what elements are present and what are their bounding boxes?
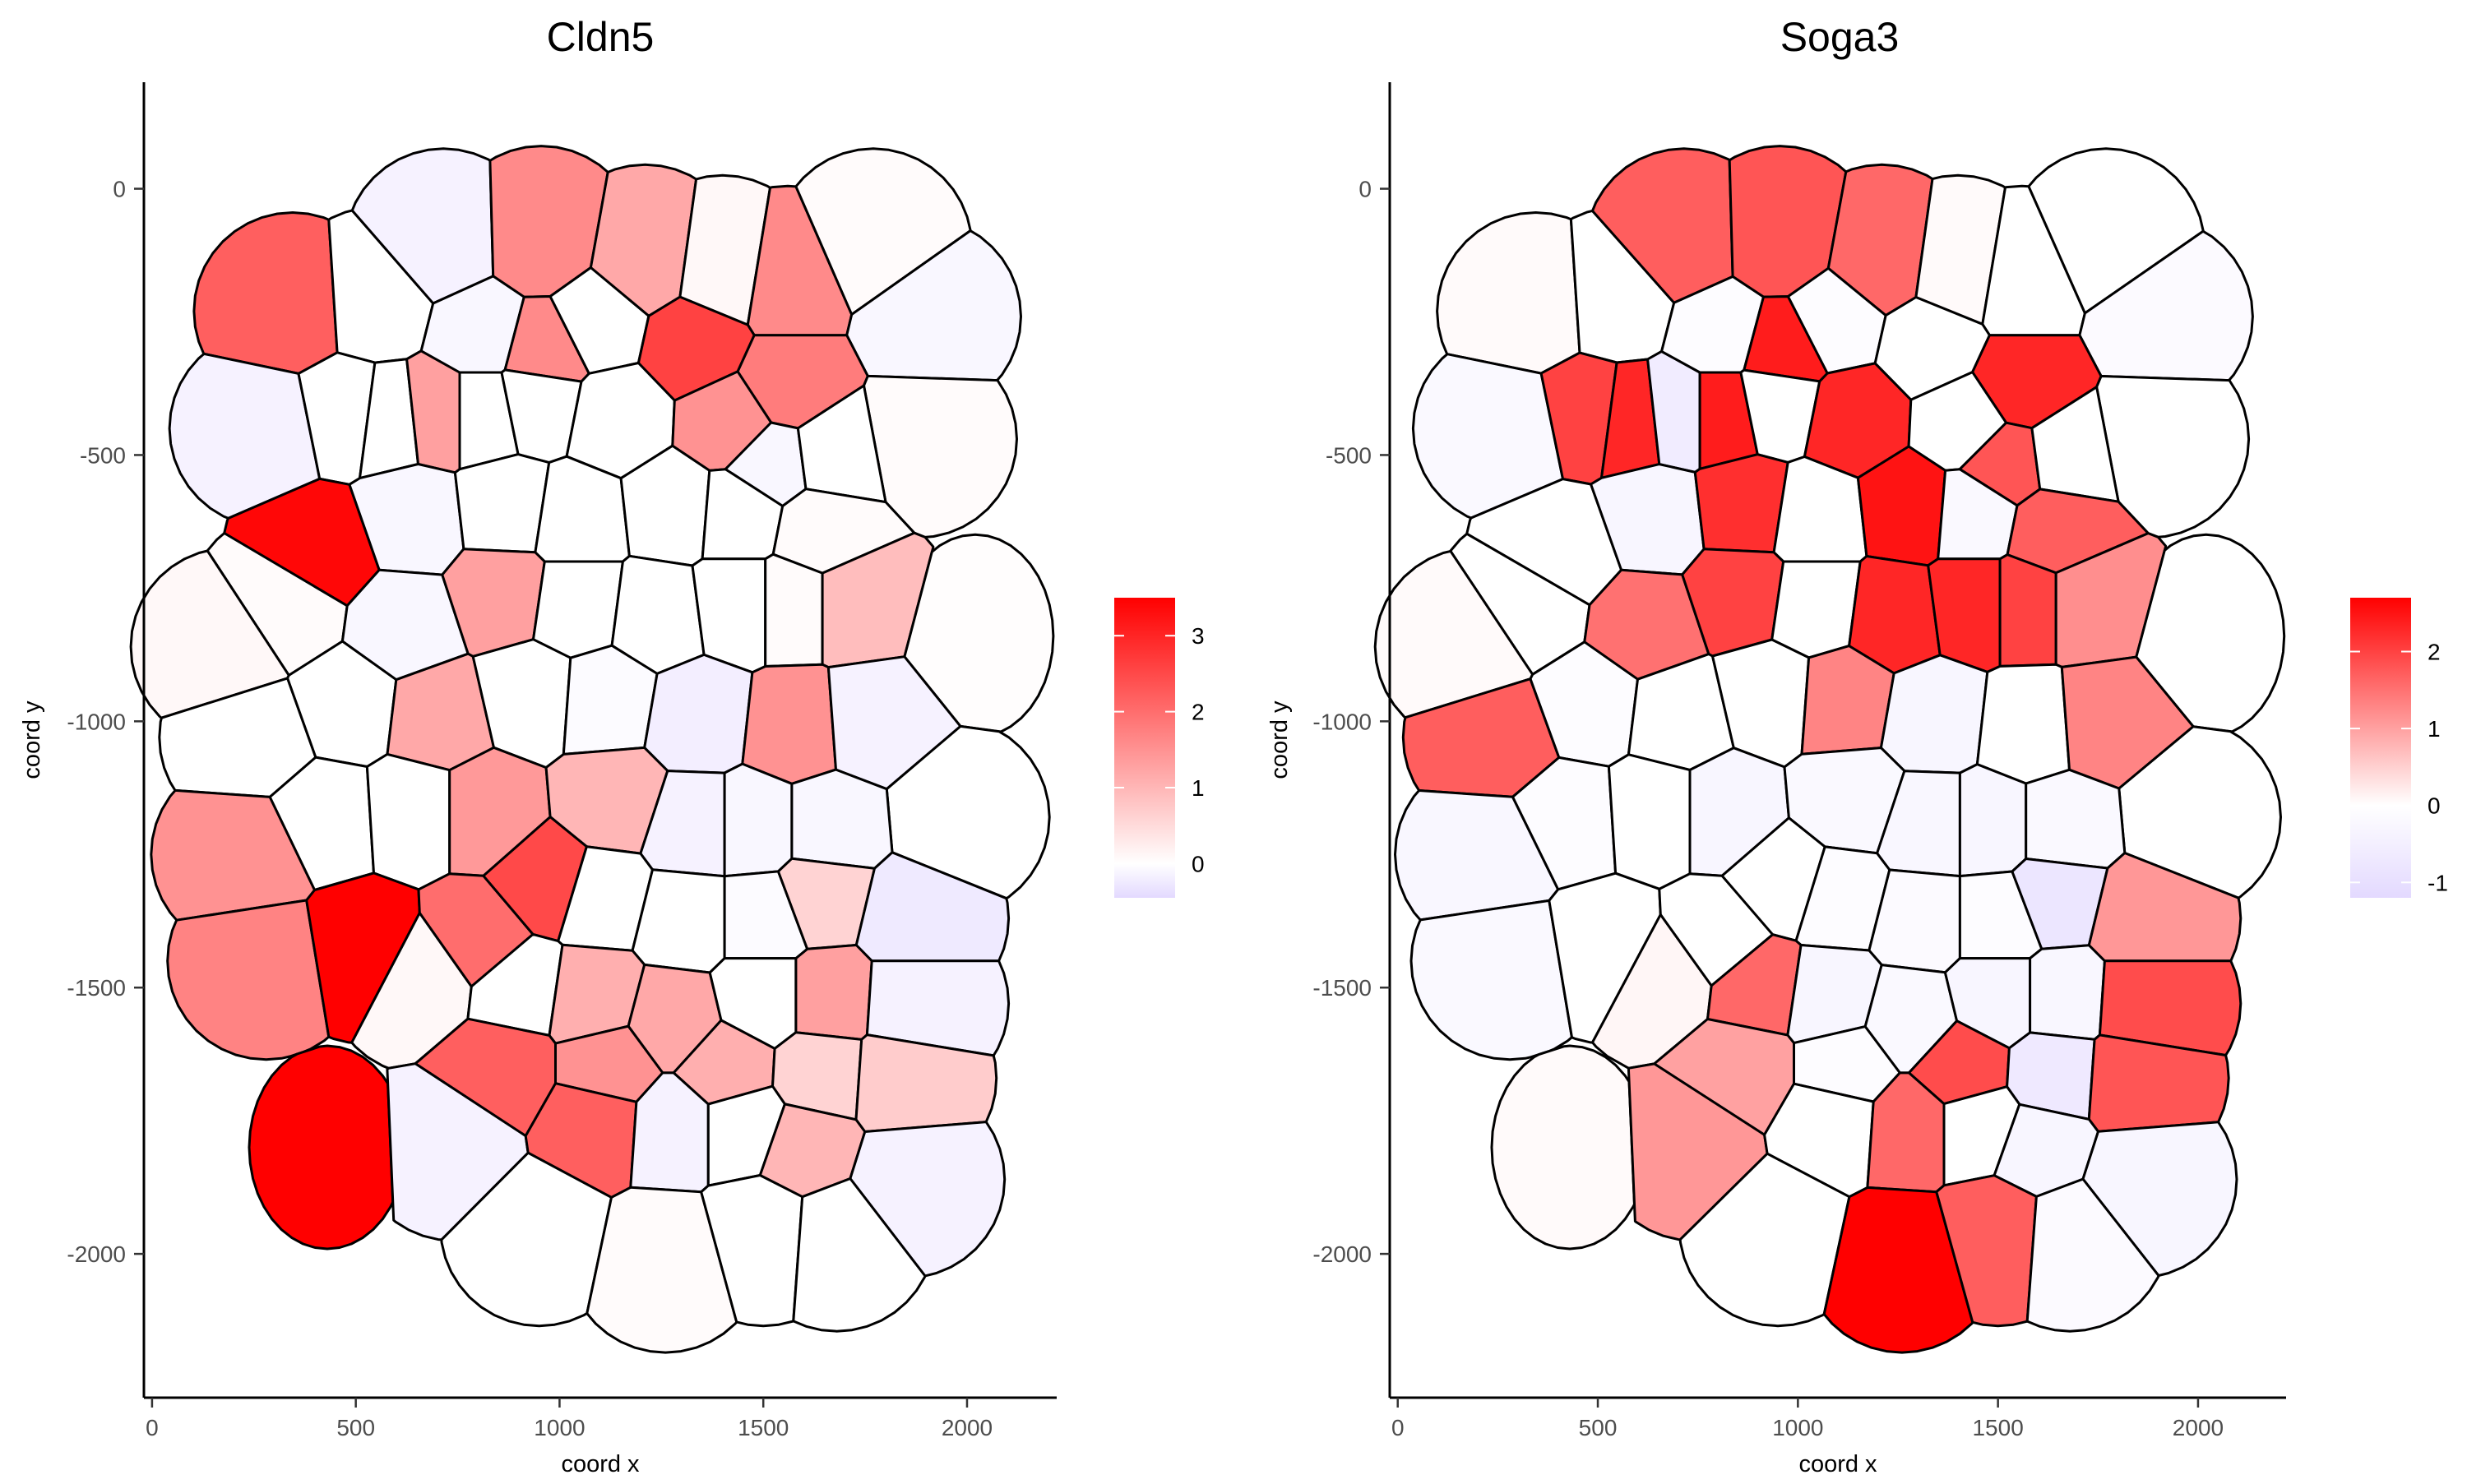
x-tick-label: 500: [1579, 1415, 1618, 1440]
cell-polygon: [2029, 944, 2106, 1041]
y-tick-label: -500: [1326, 442, 1372, 468]
cell-polygon: [453, 453, 551, 554]
cell-polygon: [845, 229, 1022, 382]
panel-soga3: Soga3 0 500 1000 1500 2000 0 -500 -1000 -1500 -200…: [1266, 14, 2448, 1477]
x-tick-label: 500: [336, 1415, 375, 1440]
cell-polygon: [1436, 211, 1581, 375]
cell-polygon: [643, 653, 754, 774]
y-tick-label: -2000: [1312, 1241, 1372, 1267]
colorbar-label: 0: [2428, 793, 2441, 819]
cell-polygon: [1607, 753, 1692, 890]
x-tick-label: 0: [1391, 1415, 1405, 1440]
cell-polygon: [440, 1151, 613, 1328]
cell-polygon: [192, 211, 339, 375]
cell-polygon: [1822, 1186, 1974, 1354]
cell-polygon: [1998, 553, 2057, 668]
colorbar-label: 2: [1192, 700, 1205, 725]
y-axis-title: coord y: [1266, 700, 1293, 779]
cell-polygon: [532, 560, 624, 659]
cell-polygon: [794, 147, 972, 316]
colorbar-label: 1: [1192, 775, 1205, 801]
cell-polygon: [794, 944, 873, 1041]
cell-polygon: [2078, 229, 2254, 382]
y-tick-label: -2000: [67, 1241, 126, 1267]
colorbar-label: 1: [2428, 716, 2441, 742]
colorbar-label: -1: [2428, 870, 2448, 895]
cell-polygon: [2025, 768, 2127, 870]
cell-polygon: [723, 762, 794, 878]
cell-polygon: [764, 552, 824, 668]
cell-polygon: [2027, 147, 2205, 315]
y-tick-label: -500: [80, 442, 126, 468]
colorbar-label: 3: [1192, 623, 1205, 649]
x-axis-title: coord x: [1798, 1451, 1877, 1477]
panel-title: Soga3: [1780, 14, 1900, 60]
color-legend: -1 0 1 2: [2350, 598, 2448, 898]
cell-polygon: [700, 1174, 804, 1328]
cell-polygon: [741, 663, 837, 785]
cell-polygon: [1678, 1152, 1851, 1328]
x-tick-label: 0: [146, 1415, 159, 1440]
x-tick-label: 1500: [738, 1415, 789, 1440]
cell-polygon: [1770, 560, 1862, 659]
color-legend: 0 1 2 3: [1114, 598, 1205, 898]
panel-title: Cldn5: [547, 14, 655, 60]
y-tick-label: -1000: [1312, 709, 1372, 734]
colorbar-label: 0: [1192, 851, 1205, 876]
x-tick-label: 2000: [942, 1415, 993, 1440]
y-tick-label: -1500: [1312, 975, 1372, 1001]
cell-polygon: [792, 1177, 927, 1333]
colorbar-label: 2: [2428, 640, 2441, 665]
cell-polygon: [1373, 549, 1534, 719]
y-tick-label: -1000: [67, 709, 126, 734]
cell-polygon: [365, 752, 451, 891]
y-tick-label: 0: [1358, 177, 1372, 202]
panel-cldn5: Cldn5 0 500 1000 1500 2000 0 -500 -1000 -1500 -200…: [19, 14, 1205, 1477]
cell-polygon: [2081, 1121, 2238, 1277]
cell-layer: [129, 145, 1055, 1354]
cell-polygon: [586, 1186, 738, 1354]
cell-layer: [1373, 145, 2286, 1354]
cell-polygon: [1693, 453, 1789, 554]
cell-polygon: [1958, 763, 2028, 878]
cell-polygon: [790, 768, 894, 870]
y-tick-label: 0: [113, 177, 126, 202]
colorbar: [1114, 598, 1175, 898]
y-tick-label: -1500: [67, 975, 126, 1001]
cell-polygon: [168, 352, 322, 520]
cell-polygon: [1935, 1174, 2038, 1328]
cell-polygon: [2025, 1177, 2160, 1333]
cell-polygon: [1409, 899, 1573, 1061]
y-axis-title: coord y: [19, 700, 45, 779]
cell-polygon: [1879, 654, 1989, 774]
x-tick-label: 1000: [534, 1415, 585, 1440]
x-tick-label: 1500: [1972, 1415, 2023, 1440]
x-tick-label: 1000: [1772, 1415, 1823, 1440]
cell-polygon: [1411, 353, 1564, 520]
cell-polygon: [1975, 663, 2071, 785]
cell-polygon: [903, 533, 1055, 733]
x-axis-title: coord x: [561, 1451, 640, 1477]
cell-polygon: [849, 1121, 1007, 1278]
cell-polygon: [129, 549, 290, 719]
cell-polygon: [166, 899, 331, 1061]
colorbar: [2350, 598, 2411, 898]
cell-polygon: [1490, 1044, 1636, 1251]
x-tick-label: 2000: [2173, 1415, 2224, 1440]
cell-polygon: [2135, 533, 2286, 733]
cell-polygon: [248, 1044, 395, 1251]
